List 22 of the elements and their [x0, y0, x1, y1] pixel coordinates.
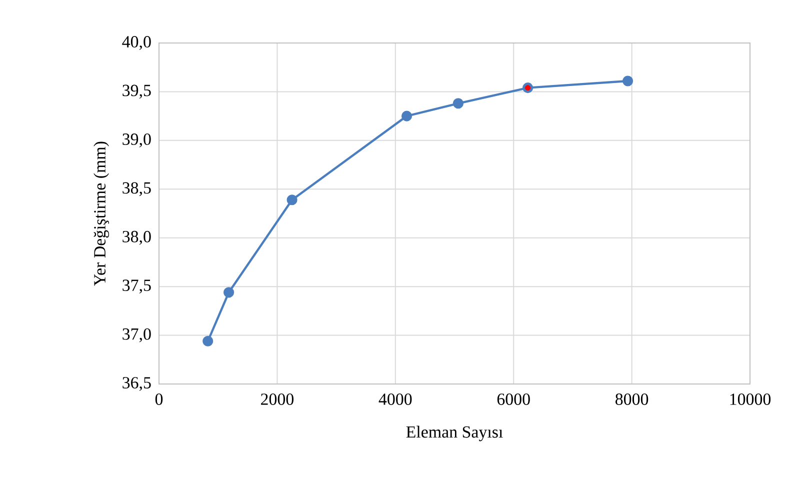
point	[622, 76, 634, 86]
x-tick-label: 6000	[497, 394, 530, 405]
point	[202, 336, 214, 346]
x-tick-label: 8000	[616, 394, 648, 405]
x-tick-label: 2000	[261, 394, 294, 405]
y-tick-label: 36,5	[122, 377, 151, 391]
y-tick-label: 37,0	[122, 328, 151, 342]
point	[452, 98, 464, 109]
y-tick-label: 39,5	[122, 84, 151, 99]
y-tick-label: 37,5	[122, 280, 151, 294]
point	[401, 110, 412, 122]
y-tick-label: 38,5	[122, 182, 151, 196]
y-tick-label: 39,0	[122, 133, 151, 148]
x-tick-label: 4000	[378, 394, 412, 405]
y-tick-label: 40,0	[122, 36, 151, 50]
x-tick-label: 0	[155, 394, 163, 405]
y-axis-title: Yer Değiştirme (mm)	[94, 142, 109, 286]
point	[224, 287, 234, 298]
point	[286, 194, 298, 206]
x-tick-label: 10000	[730, 394, 771, 405]
x-axis-title: Eleman Sayısı	[406, 426, 503, 442]
y-tick-label: 38,0	[122, 230, 151, 245]
